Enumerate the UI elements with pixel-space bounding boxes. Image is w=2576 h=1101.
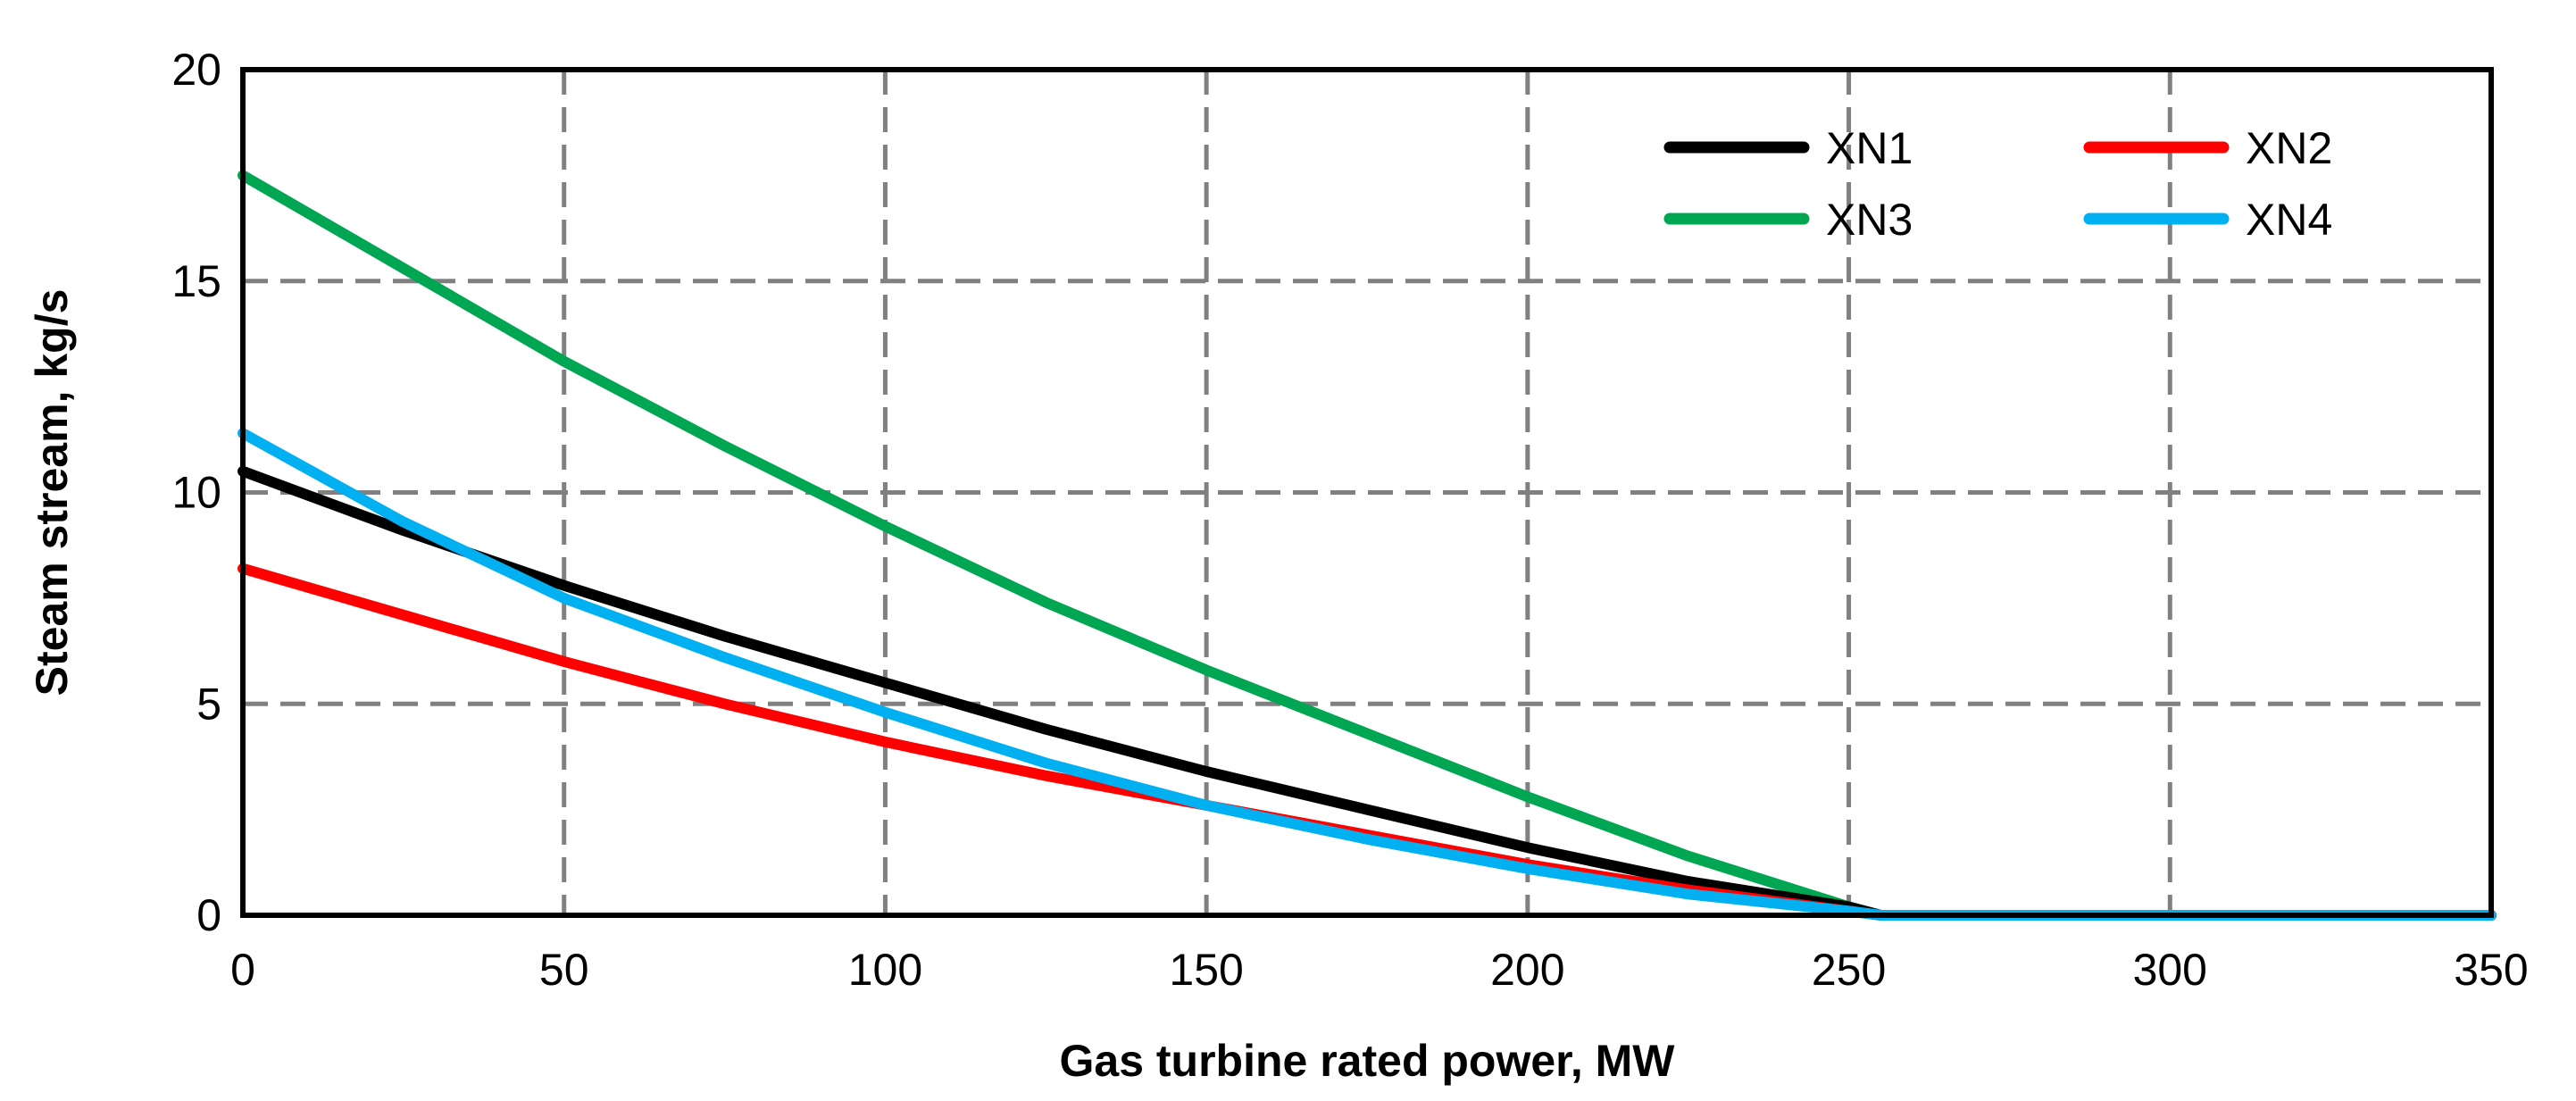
legend-label-xn4: XN4 — [2246, 195, 2332, 245]
legend: XN1 XN2 XN3 XN4 — [1663, 123, 2332, 245]
y-tick-label-20: 20 — [171, 45, 221, 95]
x-tick-label-50: 50 — [539, 945, 589, 995]
y-tick-label-5: 5 — [196, 679, 221, 729]
y-tick-label-15: 15 — [171, 256, 221, 306]
grid — [243, 70, 2491, 915]
tick-labels: 0 50 100 150 200 250 300 350 0 5 10 15 20 — [171, 45, 2528, 995]
y-tick-label-10: 10 — [171, 468, 221, 518]
x-tick-label-250: 250 — [1812, 945, 1886, 995]
y-axis-title: Steam stream, kg/s — [27, 289, 77, 696]
x-tick-label-150: 150 — [1169, 945, 1243, 995]
legend-label-xn1: XN1 — [1826, 123, 1913, 173]
x-tick-label-350: 350 — [2454, 945, 2528, 995]
plot-area-frame — [240, 67, 2494, 918]
x-tick-label-100: 100 — [848, 945, 922, 995]
x-axis-title: Gas turbine rated power, MW — [1060, 1036, 1676, 1086]
x-tick-label-300: 300 — [2133, 945, 2207, 995]
legend-label-xn2: XN2 — [2246, 123, 2332, 173]
y-tick-label-0: 0 — [196, 890, 221, 940]
x-tick-label-0: 0 — [230, 945, 255, 995]
legend-label-xn3: XN3 — [1826, 195, 1913, 245]
x-tick-label-200: 200 — [1490, 945, 1564, 995]
